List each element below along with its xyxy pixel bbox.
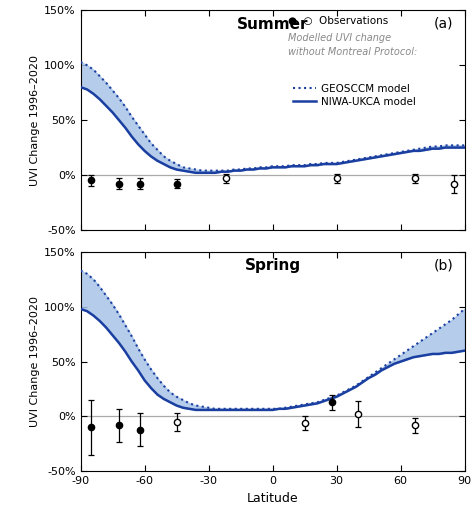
Text: (a): (a) xyxy=(434,17,453,31)
Text: Modelled UVI change
without Montreal Protocol:: Modelled UVI change without Montreal Pro… xyxy=(288,33,417,56)
Text: ●  ○  Observations: ● ○ Observations xyxy=(288,16,388,26)
Text: Summer: Summer xyxy=(237,17,308,32)
X-axis label: Latitude: Latitude xyxy=(247,492,298,505)
Legend: GEOSCCM model, NIWA-UKCA model: GEOSCCM model, NIWA-UKCA model xyxy=(293,83,416,107)
Text: Spring: Spring xyxy=(245,258,301,274)
Y-axis label: UVI Change 1996–2020: UVI Change 1996–2020 xyxy=(30,296,40,427)
Text: (b): (b) xyxy=(433,258,453,272)
Y-axis label: UVI Change 1996–2020: UVI Change 1996–2020 xyxy=(30,54,40,185)
